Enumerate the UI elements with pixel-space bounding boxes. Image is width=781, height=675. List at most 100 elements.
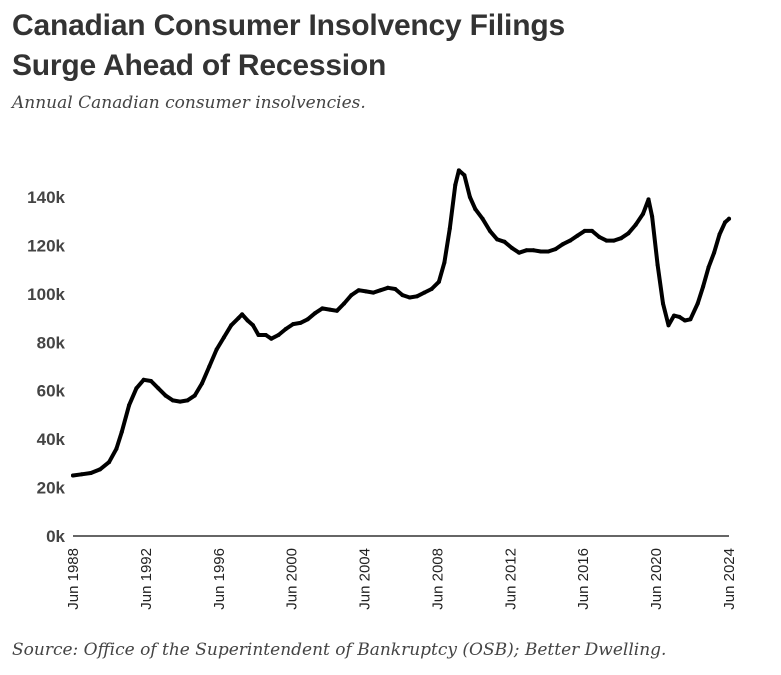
chart-subtitle: Annual Canadian consumer insolvencies. — [12, 93, 366, 113]
data-point — [487, 228, 492, 233]
x-tick-label: Jun 1996 — [211, 548, 228, 610]
data-point — [371, 290, 376, 295]
data-point — [170, 398, 175, 403]
data-point — [666, 323, 671, 328]
data-point — [706, 265, 711, 270]
data-point — [349, 293, 354, 298]
data-point — [327, 307, 332, 312]
data-point — [88, 471, 93, 475]
data-point — [356, 288, 361, 293]
data-point — [661, 301, 665, 306]
data-point — [447, 226, 452, 231]
data-point — [178, 399, 183, 404]
data-point — [712, 250, 717, 255]
x-axis-ticks: Jun 1988 Jun 1992 Jun 1996 Jun 2000 Jun 2004… — [65, 548, 738, 610]
data-point — [393, 287, 398, 291]
data-point — [364, 289, 368, 294]
data-point — [221, 335, 226, 340]
data-point — [467, 195, 472, 199]
chart-title: Canadian Consumer Insolvency Filings Sur… — [12, 6, 772, 86]
data-point — [677, 314, 682, 319]
y-tick-label: 20k — [37, 479, 66, 498]
data-point — [480, 216, 485, 221]
data-point — [650, 214, 655, 219]
data-point — [163, 393, 168, 398]
data-point — [149, 379, 153, 383]
data-point — [400, 293, 405, 298]
series-points — [71, 168, 731, 478]
data-point — [531, 248, 536, 253]
data-point — [429, 287, 434, 291]
data-point — [672, 313, 676, 318]
data-point — [256, 333, 261, 337]
data-point — [509, 245, 514, 250]
chart-title-line-1: Canadian Consumer Insolvency Filings — [12, 9, 565, 42]
data-point — [98, 467, 102, 472]
data-point — [646, 197, 651, 202]
data-point — [192, 393, 197, 398]
data-point — [385, 285, 390, 290]
data-point — [473, 207, 478, 212]
data-point — [597, 235, 602, 239]
data-point — [727, 216, 731, 221]
data-point — [283, 327, 288, 331]
data-point — [641, 211, 645, 216]
data-point — [575, 233, 580, 238]
data-point — [240, 312, 245, 317]
data-point — [590, 228, 594, 233]
data-point — [517, 250, 522, 255]
data-point — [214, 347, 219, 352]
y-tick-label: 120k — [27, 236, 65, 255]
data-point — [236, 316, 241, 321]
data-point — [378, 288, 383, 293]
data-point — [107, 460, 112, 465]
data-point — [407, 295, 412, 300]
data-point — [604, 238, 609, 243]
x-tick-label: Jun 2016 — [575, 548, 592, 610]
data-point — [717, 232, 722, 237]
data-point — [456, 168, 461, 173]
y-tick-label: 0k — [46, 527, 65, 546]
series-line-insolvencies — [71, 168, 731, 478]
data-point — [701, 284, 706, 289]
data-point — [568, 238, 573, 243]
data-point — [334, 308, 339, 313]
data-point — [695, 301, 700, 306]
data-point — [269, 336, 274, 341]
data-point — [134, 386, 139, 391]
data-point — [546, 249, 551, 254]
x-tick-label: Jun 1992 — [138, 548, 155, 610]
data-point — [538, 249, 543, 254]
data-point — [200, 381, 204, 386]
data-point — [185, 398, 190, 403]
x-tick-label: Jun 2024 — [721, 548, 738, 610]
data-point — [442, 260, 447, 265]
data-point — [114, 446, 119, 451]
y-tick-label: 140k — [27, 188, 65, 207]
data-point — [436, 279, 441, 284]
chart-title-line-2: Surge Ahead of Recession — [12, 49, 387, 82]
data-point — [655, 262, 660, 267]
data-point — [79, 472, 84, 477]
data-point — [342, 301, 347, 306]
data-point — [524, 248, 529, 253]
data-point — [633, 222, 638, 227]
y-tick-label: 100k — [27, 285, 65, 304]
y-axis-ticks: 0k 20k 40k 60k 80k 100k 120k 140k — [27, 188, 65, 546]
data-point — [560, 242, 565, 247]
data-point — [415, 294, 419, 299]
data-point — [682, 318, 687, 323]
data-point — [156, 386, 161, 391]
data-point — [502, 239, 507, 244]
data-point — [313, 311, 317, 316]
data-point — [723, 220, 727, 225]
x-tick-label: Jun 2000 — [284, 548, 301, 610]
x-tick-label: Jun 2004 — [357, 548, 374, 610]
y-tick-label: 40k — [37, 430, 66, 449]
data-point — [263, 333, 268, 337]
data-point — [276, 333, 281, 337]
data-point — [582, 228, 587, 233]
data-point — [320, 306, 325, 311]
data-point — [229, 323, 234, 328]
